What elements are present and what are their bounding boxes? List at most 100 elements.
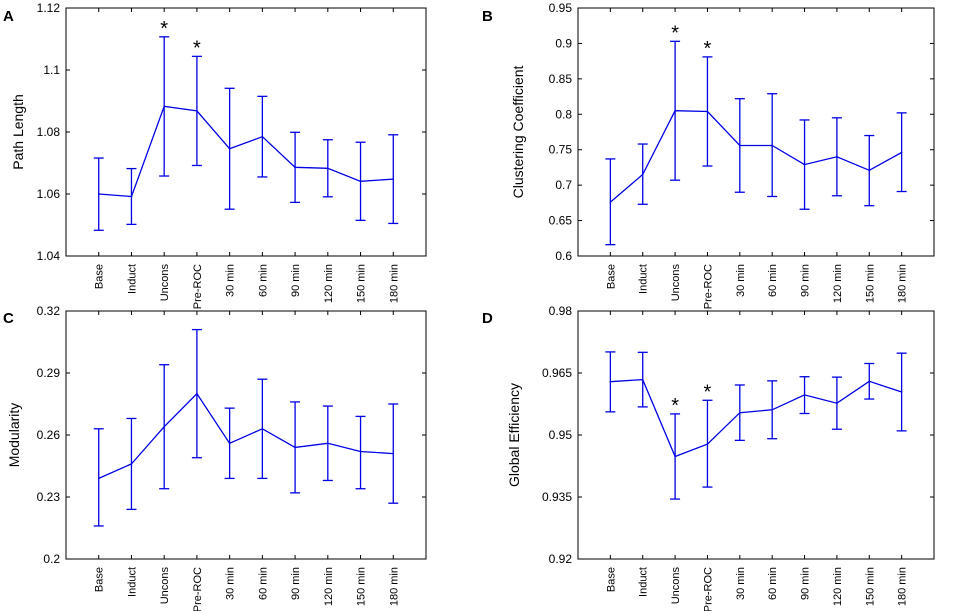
- data-point: [130, 463, 133, 465]
- y-tick-label: 1.04: [37, 249, 61, 263]
- data-point: [900, 391, 903, 393]
- data-point: [771, 408, 773, 411]
- x-tick-label: Induct: [126, 567, 138, 597]
- x-tick-label: 180 min: [897, 264, 909, 303]
- data-point: [868, 380, 871, 383]
- y-tick-label: 1.06: [37, 187, 61, 201]
- significance-marker: *: [704, 38, 712, 60]
- data-point: [771, 144, 773, 147]
- x-tick-label: 150 min: [864, 264, 876, 303]
- significance-marker: *: [671, 22, 679, 44]
- x-tick-label: Uncons: [159, 264, 171, 302]
- y-tick-label: 0.32: [37, 304, 61, 318]
- y-axis-label: Modularity: [6, 403, 22, 468]
- x-tick-label: 150 min: [356, 264, 368, 303]
- y-tick-label: 0.23: [37, 490, 61, 504]
- plot-frame: [577, 310, 935, 560]
- y-tick-label: 1.08: [37, 125, 61, 139]
- x-tick-label: 30 min: [225, 567, 237, 600]
- y-tick-label: 0.7: [555, 178, 572, 192]
- data-series-line: [98, 105, 394, 198]
- data-point: [392, 178, 395, 180]
- x-tick-label: 90 min: [800, 264, 812, 297]
- data-point: [327, 167, 329, 170]
- data-point: [836, 402, 838, 404]
- data-point: [359, 450, 362, 453]
- x-tick-label: 90 min: [800, 567, 812, 600]
- data-point: [359, 180, 362, 183]
- data-series-line: [609, 110, 902, 203]
- x-tick-label: 60 min: [257, 567, 269, 600]
- x-tick-label: 180 min: [897, 567, 909, 606]
- y-tick-label: 0.29: [37, 366, 61, 380]
- plot-frame: [577, 7, 935, 257]
- data-point: [641, 173, 644, 176]
- chart-panel-a: A 1.04 1.06 1.08 1.1 1.12 Path Length Base Induc…: [3, 1, 427, 309]
- data-point: [803, 394, 806, 396]
- y-tick-label: 0.75: [549, 143, 573, 157]
- data-point: [163, 105, 165, 108]
- data-point: [609, 201, 612, 203]
- x-tick-label: 90 min: [290, 567, 302, 600]
- x-tick-label: 60 min: [767, 567, 779, 600]
- y-axis-label: Path Length: [10, 94, 26, 170]
- x-tick-label: 150 min: [356, 567, 368, 606]
- data-point: [327, 442, 329, 445]
- data-point: [261, 428, 264, 430]
- x-tick-label: 120 min: [832, 567, 844, 606]
- x-tick-label: Base: [94, 567, 106, 592]
- y-axis-label: Global Efficiency: [506, 383, 522, 487]
- data-point: [97, 193, 100, 195]
- x-tick-label: 120 min: [832, 264, 844, 303]
- y-tick-label: 0.9: [555, 36, 572, 50]
- y-tick-label: 0.85: [549, 72, 573, 86]
- x-tick-label: Uncons: [159, 567, 171, 605]
- data-point: [836, 156, 838, 158]
- significance-marker: *: [193, 37, 201, 59]
- data-point: [868, 169, 871, 172]
- x-tick-label: 60 min: [257, 264, 269, 297]
- y-tick-label: 0.26: [37, 428, 61, 442]
- significance-marker: *: [704, 381, 712, 403]
- x-tick-label: Uncons: [670, 264, 682, 302]
- panel-letter: B: [482, 8, 493, 25]
- data-point: [294, 166, 296, 169]
- y-tick-label: 0.2: [43, 552, 60, 566]
- y-tick-label: 0.98: [549, 304, 573, 318]
- data-point: [739, 411, 741, 414]
- y-tick-label: 0.92: [549, 552, 573, 566]
- x-tick-label: 180 min: [388, 264, 400, 303]
- data-point: [392, 452, 395, 455]
- y-tick-label: 0.65: [549, 214, 573, 228]
- data-point: [739, 144, 741, 147]
- chart-panel-d: D 0.92 0.935 0.95 0.965 0.98 Global Efficiency…: [482, 304, 935, 611]
- data-series-line: [98, 392, 394, 479]
- y-tick-label: 1.12: [37, 1, 61, 15]
- x-tick-label: 60 min: [767, 264, 779, 297]
- x-tick-label: Pre-ROC: [702, 264, 714, 309]
- data-point: [294, 446, 296, 449]
- data-point: [641, 378, 644, 381]
- data-point: [97, 477, 100, 480]
- x-tick-label: 120 min: [323, 264, 335, 303]
- data-point: [228, 147, 231, 150]
- data-point: [228, 442, 231, 445]
- data-point: [900, 151, 903, 154]
- data-point: [163, 425, 165, 428]
- data-point: [674, 109, 676, 112]
- y-tick-label: 0.935: [542, 490, 572, 504]
- y-axis-label: Clustering Coefficient: [510, 65, 526, 198]
- significance-marker: *: [160, 18, 168, 40]
- data-point: [706, 110, 709, 113]
- data-point: [609, 380, 612, 383]
- x-tick-label: Base: [605, 264, 617, 289]
- chart-panel-c: C 0.2 0.23 0.26 0.29 0.32 Modularity Base Induct…: [3, 304, 427, 611]
- chart-panel-b: B 0.6 0.65 0.7 0.75 0.8 0.85 0.9 0.95 Clustering …: [482, 1, 935, 309]
- y-tick-label: 0.6: [555, 249, 572, 263]
- x-tick-label: 30 min: [735, 567, 747, 600]
- x-tick-label: Induct: [638, 264, 650, 294]
- x-tick-label: Uncons: [670, 567, 682, 605]
- panel-letter: A: [3, 8, 14, 25]
- panel-letter: C: [3, 310, 14, 327]
